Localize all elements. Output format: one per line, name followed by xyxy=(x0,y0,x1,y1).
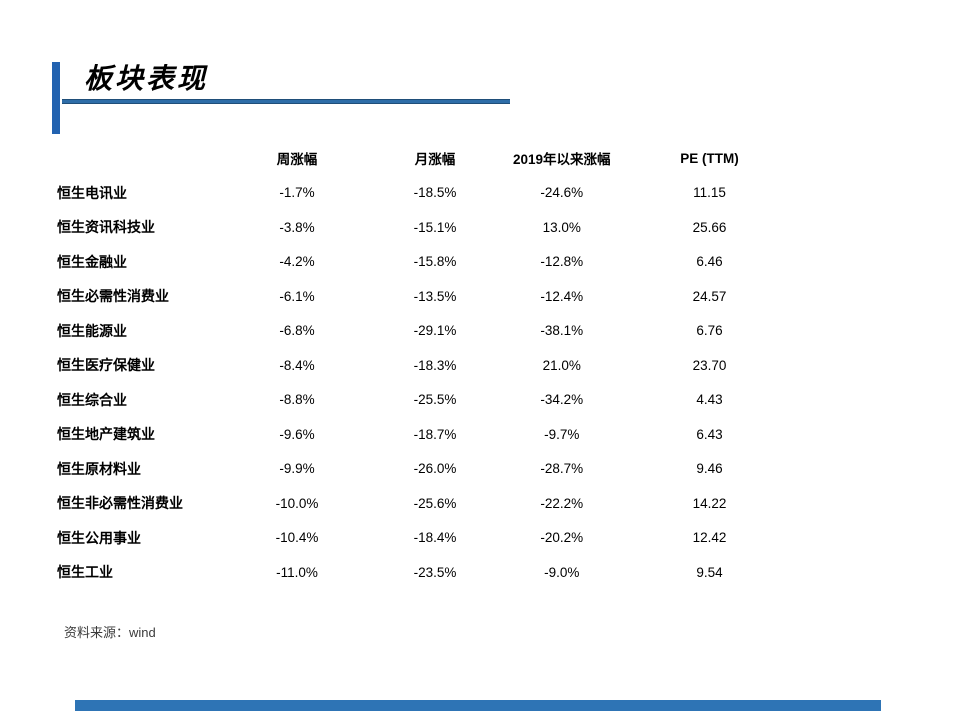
table-row: 恒生资讯科技业 -3.8% -15.1% 13.0% 25.66 xyxy=(57,210,809,245)
sector-label: 恒生资讯科技业 xyxy=(57,219,155,236)
cell-ytd-change: -9.7% xyxy=(544,426,580,442)
cell-week-change: -9.9% xyxy=(279,461,315,477)
sector-label: 恒生能源业 xyxy=(57,322,127,339)
table-row: 恒生非必需性消费业 -10.0% -25.6% -22.2% 14.22 xyxy=(57,486,809,521)
sector-label: 恒生原材料业 xyxy=(57,460,141,477)
cell-pe-ttm: 12.42 xyxy=(692,530,727,546)
cell-pe-ttm: 23.70 xyxy=(692,357,727,373)
cell-month-change: -25.6% xyxy=(413,495,457,511)
sector-label: 恒生综合业 xyxy=(57,391,127,408)
cell-ytd-change: -20.2% xyxy=(540,530,584,546)
table-row: 恒生地产建筑业 -9.6% -18.7% -9.7% 6.43 xyxy=(57,417,809,452)
sector-label: 恒生电讯业 xyxy=(57,184,127,201)
cell-month-change: -26.0% xyxy=(413,461,457,477)
cell-ytd-change: 13.0% xyxy=(542,219,581,235)
sector-label: 恒生工业 xyxy=(57,564,113,581)
cell-pe-ttm: 6.46 xyxy=(696,254,723,270)
cell-pe-ttm: 14.22 xyxy=(692,495,727,511)
cell-week-change: -9.6% xyxy=(279,426,315,442)
cell-month-change: -18.7% xyxy=(413,426,457,442)
sector-label: 恒生医疗保健业 xyxy=(57,357,155,374)
page-title: 板块表现 xyxy=(84,62,209,95)
cell-week-change: -8.8% xyxy=(279,392,315,408)
source-note: 资料来源：wind xyxy=(64,625,156,640)
cell-month-change: -15.8% xyxy=(413,254,457,270)
cell-week-change: -11.0% xyxy=(276,564,318,580)
cell-ytd-change: -34.2% xyxy=(540,392,584,408)
cell-month-change: -23.5% xyxy=(413,564,457,580)
sector-label: 恒生非必需性消费业 xyxy=(57,495,183,512)
sector-performance-table: 周涨幅 月涨幅 2019年以来涨幅 PE (TTM) 恒生电讯业 -1.7% -18… xyxy=(57,141,809,590)
sector-label: 恒生公用事业 xyxy=(57,529,141,546)
cell-week-change: -1.7% xyxy=(279,185,315,201)
cell-ytd-change: -9.0% xyxy=(544,564,580,580)
col-header-month-change: 月涨幅 xyxy=(414,152,456,168)
sector-label: 恒生地产建筑业 xyxy=(57,426,155,443)
cell-week-change: -10.4% xyxy=(275,530,319,546)
cell-month-change: -13.5% xyxy=(413,288,457,304)
cell-week-change: -8.4% xyxy=(279,357,315,373)
cell-pe-ttm: 9.54 xyxy=(696,564,723,580)
cell-pe-ttm: 6.43 xyxy=(696,426,723,442)
cell-week-change: -3.8% xyxy=(279,219,315,235)
cell-pe-ttm: 4.43 xyxy=(696,392,723,408)
table-row: 恒生必需性消费业 -6.1% -13.5% -12.4% 24.57 xyxy=(57,279,809,314)
cell-pe-ttm: 24.57 xyxy=(692,288,727,304)
table-row: 恒生公用事业 -10.4% -18.4% -20.2% 12.42 xyxy=(57,521,809,556)
table-row: 恒生医疗保健业 -8.4% -18.3% 21.0% 23.70 xyxy=(57,348,809,383)
table-row: 恒生综合业 -8.8% -25.5% -34.2% 4.43 xyxy=(57,383,809,418)
col-header-pe-ttm: PE (TTM) xyxy=(680,150,739,166)
cell-month-change: -18.3% xyxy=(413,357,457,373)
cell-pe-ttm: 9.46 xyxy=(696,461,723,477)
cell-ytd-change: -12.8% xyxy=(540,254,584,270)
cell-ytd-change: -24.6% xyxy=(540,185,584,201)
cell-week-change: -6.1% xyxy=(279,288,315,304)
sector-label: 恒生必需性消费业 xyxy=(57,288,169,305)
cell-week-change: -4.2% xyxy=(279,254,315,270)
table-row: 恒生金融业 -4.2% -15.8% -12.8% 6.46 xyxy=(57,245,809,280)
cell-pe-ttm: 11.15 xyxy=(693,185,726,201)
cell-month-change: -29.1% xyxy=(413,323,457,339)
table-row: 恒生工业 -11.0% -23.5% -9.0% 9.54 xyxy=(57,555,809,590)
cell-week-change: -6.8% xyxy=(279,323,315,339)
cell-pe-ttm: 25.66 xyxy=(692,219,727,235)
col-header-ytd-change: 2019年以来涨幅 xyxy=(513,152,611,168)
cell-ytd-change: 21.0% xyxy=(542,357,581,373)
table-row: 恒生能源业 -6.8% -29.1% -38.1% 6.76 xyxy=(57,314,809,349)
cell-week-change: -10.0% xyxy=(275,495,319,511)
cell-pe-ttm: 6.76 xyxy=(696,323,723,339)
sector-label: 恒生金融业 xyxy=(57,253,127,270)
cell-month-change: -25.5% xyxy=(413,392,457,408)
table-header-row: 周涨幅 月涨幅 2019年以来涨幅 PE (TTM) xyxy=(57,141,809,176)
header-spacer-cell xyxy=(57,141,237,176)
title-underline xyxy=(62,99,510,104)
title-accent-bar xyxy=(52,62,60,134)
col-header-week-change: 周涨幅 xyxy=(276,152,318,168)
table-row: 恒生原材料业 -9.9% -26.0% -28.7% 9.46 xyxy=(57,452,809,487)
footer-accent-bar xyxy=(75,700,881,711)
cell-month-change: -18.5% xyxy=(413,185,457,201)
cell-ytd-change: -22.2% xyxy=(540,495,584,511)
cell-ytd-change: -12.4% xyxy=(540,288,584,304)
cell-ytd-change: -38.1% xyxy=(540,323,584,339)
cell-month-change: -18.4% xyxy=(413,530,457,546)
cell-month-change: -15.1% xyxy=(413,219,457,235)
table-row: 恒生电讯业 -1.7% -18.5% -24.6% 11.15 xyxy=(57,176,809,211)
cell-ytd-change: -28.7% xyxy=(540,461,584,477)
